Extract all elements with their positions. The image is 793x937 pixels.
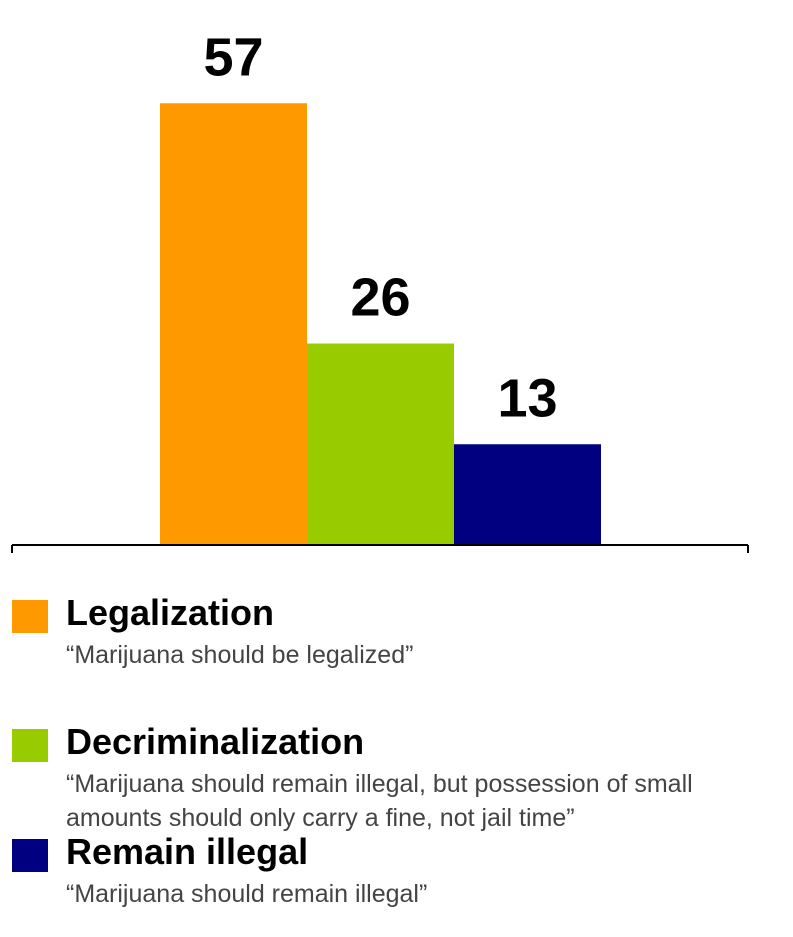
legend-title-legalization: Legalization — [66, 592, 275, 633]
legend-desc-legalization: “Marijuana should be legalized” — [66, 641, 414, 669]
bar-legalization — [160, 103, 307, 545]
bar-chart: 57 26 13 — [11, 27, 749, 553]
bar-remain-illegal — [454, 444, 601, 545]
legend-desc-decriminalization: “Marijuana should remain illegal, but po… — [66, 770, 693, 832]
legend-desc-remain-illegal: “Marijuana should remain illegal” — [66, 880, 428, 908]
legend-swatch-decriminalization — [12, 729, 48, 762]
bar-decriminalization — [307, 343, 454, 545]
value-label-legalization: 57 — [203, 27, 263, 87]
legend-swatch-legalization — [12, 600, 48, 633]
value-label-remain-illegal: 13 — [497, 368, 557, 428]
value-label-decriminalization: 26 — [350, 268, 410, 328]
legend-title-remain-illegal: Remain illegal — [66, 831, 309, 872]
legend-title-decriminalization: Decriminalization — [66, 721, 365, 762]
legend-swatch-remain-illegal — [12, 839, 48, 872]
